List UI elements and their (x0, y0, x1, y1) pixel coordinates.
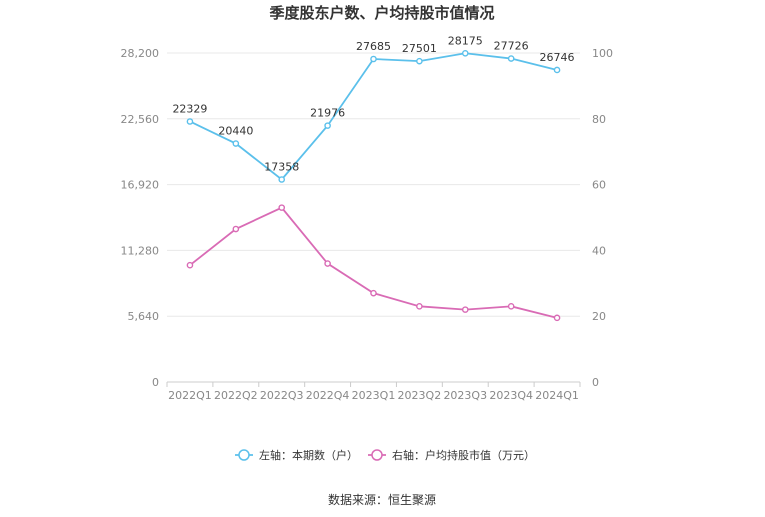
right-axis-tick-label: 0 (592, 376, 599, 389)
data-point (507, 55, 515, 62)
data-point (324, 122, 331, 129)
x-axis-tick-label: 2023Q4 (489, 389, 533, 402)
data-point (416, 303, 423, 310)
data-label: 28175 (448, 34, 483, 47)
data-point (370, 289, 377, 297)
data-label: 26746 (540, 51, 575, 64)
x-axis-tick-label: 2022Q2 (214, 389, 258, 402)
x-axis-tick-label: 2023Q2 (398, 389, 442, 402)
data-label: 21976 (310, 107, 345, 120)
left-axis-tick-label: 11,280 (121, 244, 160, 257)
legend-marker-icon (371, 449, 383, 461)
left-axis-tick-label: 28,200 (121, 47, 160, 60)
grid (167, 52, 580, 383)
x-axis-tick-label: 2022Q1 (168, 389, 212, 402)
data-label: 27726 (494, 40, 529, 53)
data-point (278, 176, 286, 183)
data-label: 17358 (264, 160, 299, 173)
left-axis-tick-label: 0 (152, 376, 159, 389)
data-point (370, 55, 377, 63)
right-axis-tick-label: 40 (592, 244, 606, 257)
data-point (461, 49, 469, 57)
data-point (507, 303, 515, 310)
right-axis-tick-label: 60 (592, 179, 606, 192)
legend-label: 右轴：户均持股市值（万元） (392, 448, 535, 462)
data-point (461, 306, 469, 313)
right-axis-tick-label: 20 (592, 310, 606, 323)
data-point (278, 204, 286, 211)
data-point (186, 118, 194, 125)
x-axis-tick-label: 2023Q3 (443, 389, 487, 402)
left-axis-tick-label: 16,920 (121, 179, 160, 192)
data-point (232, 225, 240, 233)
data-label: 20440 (218, 125, 253, 138)
data-point (416, 57, 423, 65)
data-label: 27501 (402, 42, 437, 55)
chart-title: 季度股东户数、户均持股市值情况 (269, 4, 494, 22)
data-point (232, 140, 240, 147)
series-group: 22329 20440 17358 21976 27685 27501 28175 27726… (172, 34, 575, 322)
source-note: 数据来源：恒生聚源 (328, 492, 436, 507)
x-axis-tick-label: 2022Q3 (260, 389, 304, 402)
x-axis-tick-label: 2024Q1 (535, 389, 579, 402)
data-label: 27685 (356, 40, 391, 53)
data-point (324, 260, 331, 267)
data-point (553, 66, 561, 74)
series-line (189, 206, 558, 319)
legend-label: 左轴：本期数（户） (259, 448, 358, 462)
legend-item[interactable]: 右轴：户均持股市值（万元） (368, 448, 535, 462)
x-axis-tick-label: 2023Q1 (352, 389, 396, 402)
axes: 0 0 5,640 20 11,280 40 16,920 60 22,560 80 28,200 1… (121, 47, 614, 402)
data-point (186, 261, 194, 269)
left-axis-tick-label: 22,560 (121, 113, 160, 126)
legend-marker-icon (238, 449, 250, 461)
series-line (189, 52, 558, 181)
x-axis-tick-label: 2022Q4 (306, 389, 350, 402)
right-axis-tick-label: 80 (592, 113, 606, 126)
left-axis-tick-label: 5,640 (128, 310, 160, 323)
right-axis-tick-label: 100 (592, 47, 613, 60)
data-label: 22329 (172, 102, 207, 115)
legend-item[interactable]: 左轴：本期数（户） (235, 448, 358, 462)
legend[interactable]: 左轴：本期数（户） 右轴：户均持股市值（万元） (235, 448, 535, 462)
data-point (553, 314, 561, 322)
